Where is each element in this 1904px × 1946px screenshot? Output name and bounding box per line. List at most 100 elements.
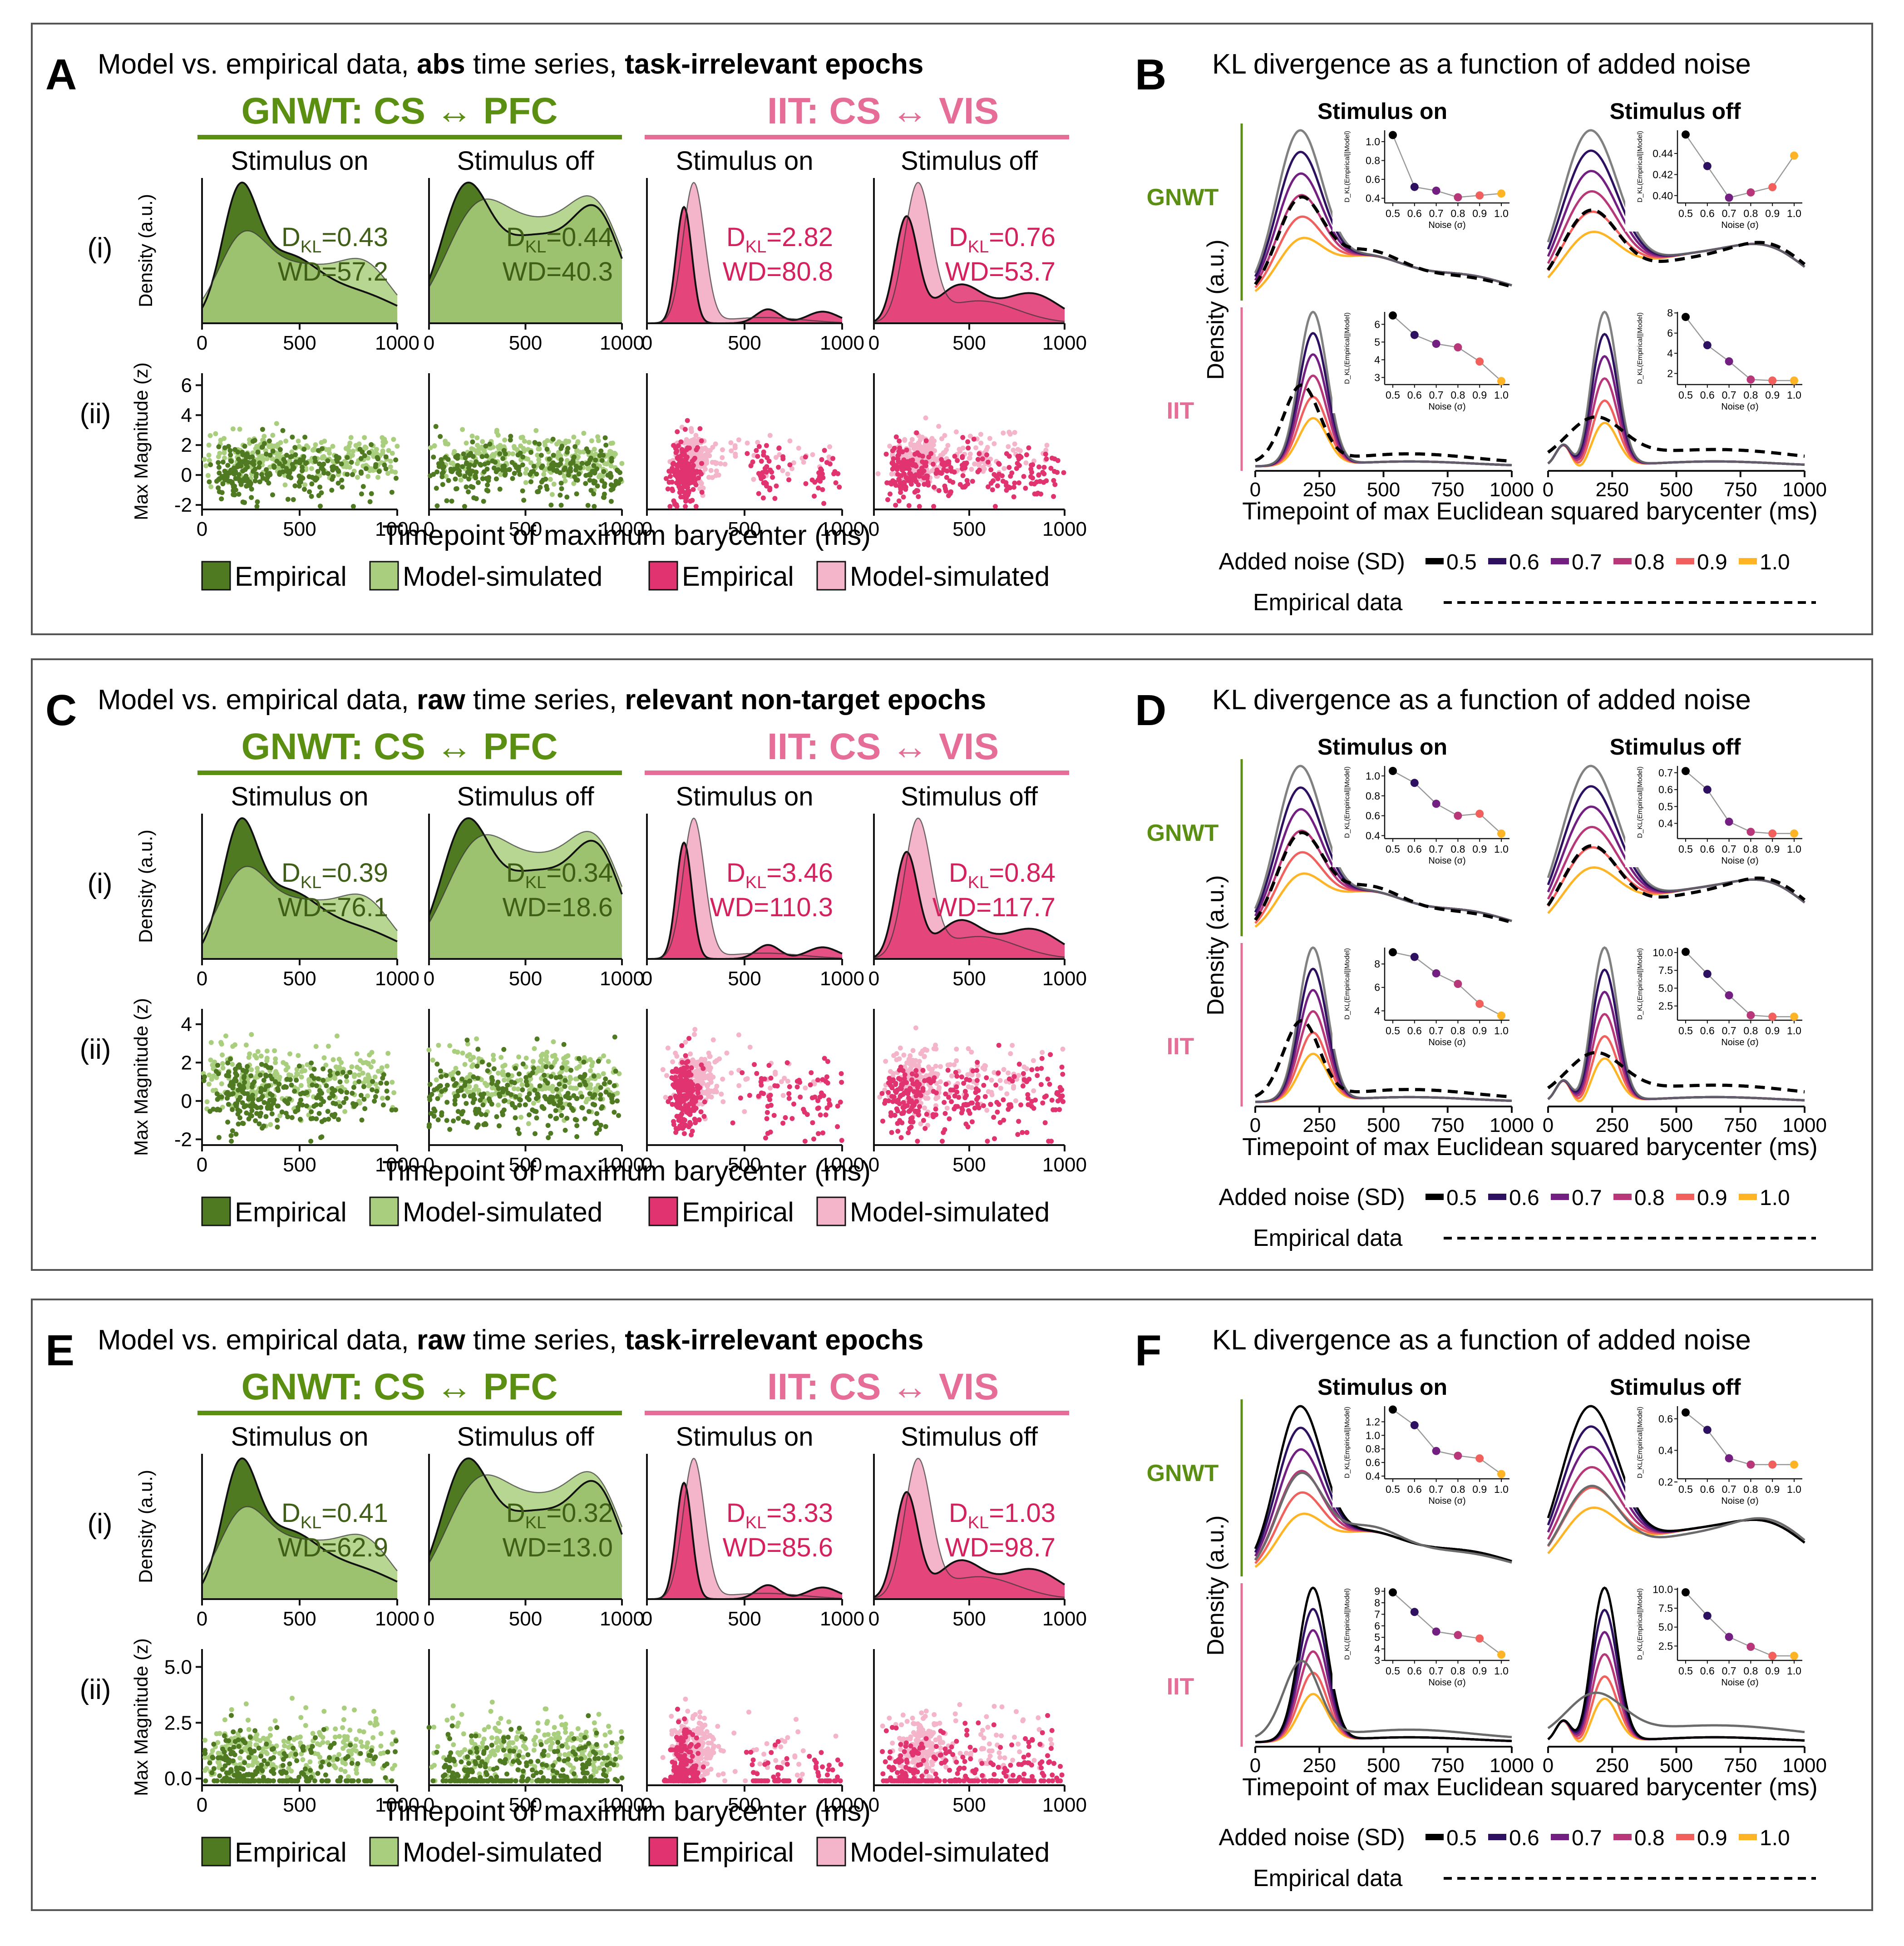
point-empirical [380,1102,386,1108]
point-empirical [320,446,325,451]
point-empirical [977,451,982,456]
point-empirical [268,1097,274,1103]
point-empirical [899,461,905,467]
noise-curve-0.5 [1547,129,1805,268]
point-model [535,453,540,458]
point-empirical [892,445,897,451]
point-empirical [1006,1106,1011,1112]
point-empirical [745,451,750,456]
point-empirical [327,1072,333,1078]
empirical-curve [1254,383,1512,463]
point-empirical [480,476,485,481]
point-model [299,1074,304,1080]
point-empirical [293,1109,298,1114]
point-empirical [947,1116,952,1121]
inset-point-0.5 [1682,948,1690,956]
point-empirical [225,1119,231,1125]
point-empirical [960,473,966,478]
point-empirical [559,1113,564,1118]
point-empirical [240,1067,246,1073]
point-model [984,1107,990,1113]
point-empirical [612,1083,617,1088]
point-model [1040,1050,1045,1055]
inset-x-tick-label: 0.9 [1472,1025,1487,1037]
point-empirical [995,1109,1000,1115]
panel-title: Model vs. empirical data, raw time serie… [98,684,986,716]
density-outline-model [647,182,843,324]
legend-label: Empirical [235,561,347,592]
point-empirical [893,434,899,440]
point-empirical [242,1080,247,1085]
point-empirical [263,1072,268,1078]
point-model [530,1059,536,1064]
panel-letter: B [1135,50,1166,99]
point-model [588,1068,593,1073]
inset-x-label: Noise (σ) [1428,402,1465,412]
point-model [347,440,353,446]
point-empirical [984,452,989,458]
x-tick-label: 500 [1367,479,1400,501]
point-empirical [568,461,573,466]
point-model [685,439,691,444]
point-empirical [275,1124,280,1130]
point-empirical [1023,485,1028,491]
point-empirical [330,1086,335,1091]
point-empirical [762,1076,767,1082]
point-empirical [427,1082,433,1087]
inset-point-0.8 [1746,1011,1755,1019]
empirical-legend-label: Empirical data [1253,1225,1403,1251]
point-empirical [452,1101,458,1107]
point-empirical [1048,465,1054,471]
point-empirical [244,1110,249,1116]
point-empirical [766,1094,772,1099]
point-model [428,445,433,450]
point-empirical [541,1106,547,1111]
point-empirical [444,498,449,504]
point-empirical [530,1107,535,1112]
point-empirical [363,466,369,471]
point-empirical [508,1092,514,1097]
point-model [246,1055,252,1060]
point-empirical [563,1094,568,1099]
y-tick-label: 0 [181,1090,192,1112]
point-model [386,448,391,453]
point-empirical [808,1082,813,1087]
point-model [564,1060,570,1065]
point-empirical [429,1111,434,1116]
point-model [917,1059,922,1064]
point-empirical [469,469,475,474]
point-empirical [699,438,704,444]
density-axis-label-right: Density (a.u.) [1203,875,1229,1015]
point-empirical [750,459,755,464]
point-empirical [546,1135,551,1141]
point-empirical [802,1109,807,1115]
point-empirical [888,491,893,497]
point-empirical [796,1077,802,1083]
point-empirical [259,1062,264,1067]
point-empirical [444,1082,450,1088]
scatter-points [660,1027,844,1144]
point-model [380,443,386,448]
point-model [904,1060,910,1066]
dkl-value: DKL=0.43 [281,222,388,257]
point-model [699,481,704,487]
point-empirical [913,462,918,468]
point-empirical [908,1119,913,1125]
panel-title-part: Model vs. empirical data, [98,1324,417,1356]
point-empirical [558,503,564,508]
point-empirical [225,474,230,479]
point-empirical [467,452,472,458]
point-empirical [461,451,466,457]
point-model [596,438,601,443]
point-empirical [612,483,617,489]
point-empirical [493,459,498,465]
point-empirical [532,1087,538,1093]
inset-y-tick-label: 4 [1374,354,1380,365]
point-model [310,447,316,453]
maxmag-axis-label: Max Magnitude (z) [130,362,152,520]
inset-y-tick-label: 3 [1374,371,1380,383]
point-empirical [896,1076,901,1081]
point-empirical [470,1100,476,1105]
